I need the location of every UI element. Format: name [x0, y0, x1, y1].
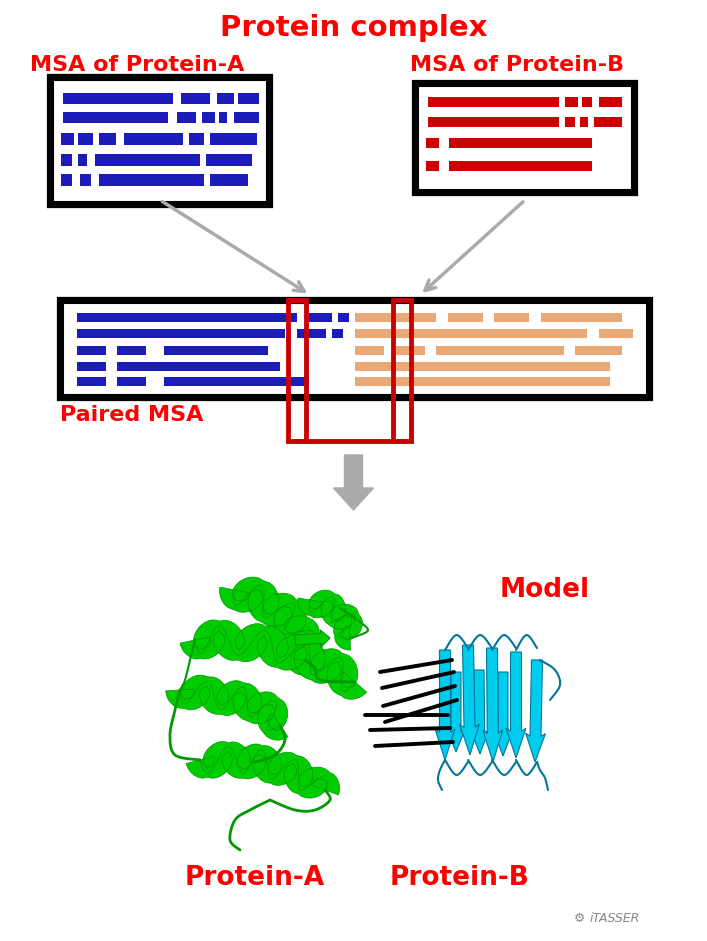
- Text: iTASSER: iTASSER: [590, 912, 641, 924]
- Polygon shape: [298, 590, 363, 650]
- Bar: [418, 86, 632, 190]
- Bar: [62, 174, 72, 185]
- Bar: [415, 83, 635, 193]
- Polygon shape: [186, 742, 339, 798]
- Bar: [99, 133, 116, 145]
- Bar: [217, 92, 233, 104]
- Bar: [78, 154, 86, 166]
- Bar: [565, 117, 575, 127]
- Bar: [80, 174, 90, 185]
- FancyArrow shape: [506, 652, 526, 758]
- Bar: [95, 154, 200, 166]
- Bar: [355, 377, 610, 386]
- Bar: [211, 133, 257, 145]
- Text: Protein-B: Protein-B: [390, 865, 530, 891]
- Bar: [99, 174, 204, 185]
- Bar: [355, 362, 610, 371]
- Bar: [60, 300, 650, 398]
- Bar: [565, 97, 578, 107]
- Polygon shape: [219, 577, 322, 676]
- Bar: [62, 154, 72, 166]
- Bar: [426, 161, 439, 171]
- Bar: [117, 346, 146, 355]
- Bar: [541, 313, 621, 322]
- Bar: [582, 97, 592, 107]
- Bar: [117, 377, 146, 386]
- Bar: [332, 328, 344, 338]
- Bar: [288, 300, 306, 441]
- Bar: [575, 346, 621, 355]
- Text: ⚙: ⚙: [574, 912, 585, 924]
- Bar: [428, 97, 559, 107]
- FancyArrow shape: [334, 455, 373, 510]
- Bar: [117, 362, 279, 371]
- Bar: [436, 346, 563, 355]
- Bar: [65, 305, 645, 393]
- Bar: [599, 97, 621, 107]
- Bar: [448, 313, 483, 322]
- Bar: [355, 328, 587, 338]
- Bar: [420, 88, 630, 188]
- Bar: [355, 313, 436, 322]
- Text: Protein-A: Protein-A: [185, 865, 325, 891]
- Bar: [450, 138, 592, 148]
- Bar: [76, 313, 297, 322]
- Bar: [76, 346, 105, 355]
- Bar: [202, 111, 215, 123]
- Bar: [297, 328, 326, 338]
- Bar: [163, 346, 268, 355]
- Bar: [76, 377, 105, 386]
- Bar: [426, 138, 439, 148]
- FancyArrow shape: [494, 672, 512, 756]
- Polygon shape: [180, 620, 367, 699]
- Text: Paired MSA: Paired MSA: [60, 405, 204, 425]
- Bar: [338, 313, 349, 322]
- Bar: [450, 161, 592, 171]
- Bar: [392, 300, 411, 441]
- Bar: [78, 133, 93, 145]
- Bar: [50, 77, 270, 205]
- Bar: [177, 111, 196, 123]
- Bar: [396, 346, 425, 355]
- Bar: [355, 346, 384, 355]
- Bar: [55, 82, 265, 200]
- Bar: [62, 133, 74, 145]
- Bar: [76, 362, 105, 371]
- Bar: [580, 117, 588, 127]
- Text: Model: Model: [500, 577, 590, 603]
- Bar: [238, 92, 259, 104]
- FancyArrow shape: [460, 645, 479, 755]
- Bar: [64, 111, 168, 123]
- Bar: [206, 154, 252, 166]
- Bar: [211, 174, 248, 185]
- Bar: [53, 80, 267, 202]
- Bar: [76, 328, 286, 338]
- Text: MSA of Protein-B: MSA of Protein-B: [410, 55, 624, 75]
- FancyArrow shape: [526, 660, 546, 762]
- Bar: [189, 133, 204, 145]
- Bar: [494, 313, 529, 322]
- FancyArrow shape: [295, 630, 330, 647]
- Bar: [233, 111, 259, 123]
- Text: Protein complex: Protein complex: [220, 14, 487, 42]
- Bar: [428, 117, 559, 127]
- Bar: [63, 303, 647, 395]
- Bar: [64, 92, 173, 104]
- Bar: [181, 92, 211, 104]
- FancyArrow shape: [447, 672, 465, 752]
- Polygon shape: [165, 675, 288, 741]
- Bar: [163, 377, 308, 386]
- Bar: [124, 133, 183, 145]
- Bar: [595, 117, 621, 127]
- Bar: [599, 328, 633, 338]
- Bar: [218, 111, 227, 123]
- FancyArrow shape: [483, 648, 503, 762]
- FancyArrow shape: [435, 650, 455, 760]
- Bar: [308, 313, 332, 322]
- FancyArrow shape: [471, 670, 489, 754]
- Text: MSA of Protein-A: MSA of Protein-A: [30, 55, 245, 75]
